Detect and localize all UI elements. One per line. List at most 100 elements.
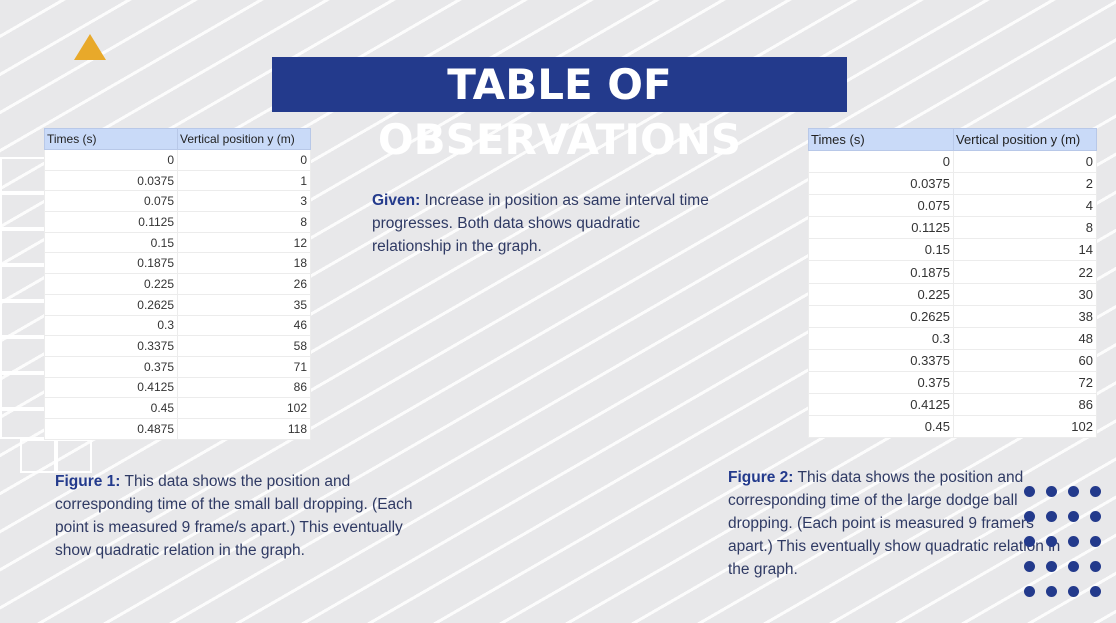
table-row: 0.45 102 [44, 397, 311, 419]
table-row: 0.4125 86 [808, 393, 1097, 417]
dot [1024, 536, 1035, 547]
table-row: 0.3 46 [44, 314, 311, 337]
time-cell: 0.4875 [44, 417, 178, 440]
column-header: Times (s) [808, 128, 954, 151]
column-header: Vertical position y (m) [177, 128, 311, 150]
dot [1068, 536, 1079, 547]
time-cell: 0.375 [44, 355, 178, 378]
time-cell: 0.15 [44, 231, 178, 254]
time-cell: 0.3 [808, 326, 954, 350]
time-cell: 0.1125 [808, 216, 954, 240]
time-cell: 0.0375 [44, 169, 178, 192]
dot [1090, 511, 1101, 522]
dot [1024, 486, 1035, 497]
position-cell: 8 [177, 211, 311, 233]
position-cell: 14 [953, 238, 1097, 262]
dot-grid-decoration [1024, 486, 1108, 606]
table-row: 0.4125 86 [44, 376, 311, 399]
dot [1046, 561, 1057, 572]
time-cell: 0 [808, 149, 954, 174]
table-row: 0.3375 58 [44, 335, 311, 357]
table-row: 0.075 4 [808, 194, 1097, 218]
time-cell: 0 [44, 149, 178, 171]
given-text: Given: Increase in position as same inte… [372, 189, 717, 258]
position-cell: 38 [953, 304, 1097, 328]
dot [1046, 511, 1057, 522]
time-cell: 0.45 [44, 397, 178, 419]
time-cell: 0.2625 [44, 293, 178, 316]
position-cell: 86 [177, 376, 311, 399]
table-row: 0.375 72 [808, 370, 1097, 395]
time-cell: 0.3375 [808, 348, 954, 372]
dot [1024, 586, 1035, 597]
table-row: 0.1875 18 [44, 252, 311, 275]
page-title: TABLE OF OBSERVATIONS [272, 57, 847, 164]
table-row: 0.4875 118 [44, 417, 311, 440]
position-cell: 22 [953, 260, 1097, 284]
table-row: 0.0375 1 [44, 169, 311, 192]
table-row: 0.45 102 [808, 415, 1097, 439]
table-row: 0.2625 35 [44, 293, 311, 316]
table-row: 0.15 14 [808, 238, 1097, 262]
position-cell: 118 [177, 417, 311, 440]
dot [1046, 486, 1057, 497]
position-cell: 35 [177, 293, 311, 316]
table-row: 0.075 3 [44, 190, 311, 213]
position-cell: 71 [177, 355, 311, 378]
column-header: Vertical position y (m) [953, 128, 1097, 151]
column-header: Times (s) [44, 128, 178, 150]
figure-2-caption: Figure 2: This data shows the position a… [728, 466, 1073, 581]
table-row: 0.0375 2 [808, 172, 1097, 196]
position-cell: 46 [177, 314, 311, 337]
dot [1068, 586, 1079, 597]
time-cell: 0.3 [44, 314, 178, 337]
time-cell: 0.15 [808, 238, 954, 262]
dot [1046, 586, 1057, 597]
observation-table-1: Times (s) Vertical position y (m) 0 0 0.037… [44, 128, 311, 440]
position-cell: 0 [953, 149, 1097, 174]
time-cell: 0.2625 [808, 304, 954, 328]
table-row: 0.3 48 [808, 326, 1097, 350]
time-cell: 0.225 [44, 273, 178, 295]
triangle-decoration [74, 34, 106, 60]
position-cell: 86 [953, 393, 1097, 417]
position-cell: 72 [953, 370, 1097, 395]
time-cell: 0.1875 [44, 252, 178, 275]
dot [1068, 511, 1079, 522]
observation-table-2: Times (s) Vertical position y (m) 0 0 0.037… [808, 128, 1097, 439]
given-body: Increase in position as same interval ti… [372, 192, 709, 255]
dot [1090, 561, 1101, 572]
position-cell: 18 [177, 252, 311, 275]
figure-2-label: Figure 2: [728, 469, 794, 486]
position-cell: 4 [953, 194, 1097, 218]
table-row: 0.15 12 [44, 231, 311, 254]
position-cell: 3 [177, 190, 311, 213]
table-row: 0.225 30 [808, 282, 1097, 306]
time-cell: 0.0375 [808, 172, 954, 196]
table-row: 0.1875 22 [808, 260, 1097, 284]
table-row: 0.1125 8 [808, 216, 1097, 240]
dot [1090, 536, 1101, 547]
dot [1068, 561, 1079, 572]
time-cell: 0.1125 [44, 211, 178, 233]
time-cell: 0.225 [808, 282, 954, 306]
position-cell: 26 [177, 273, 311, 295]
dot [1090, 486, 1101, 497]
time-cell: 0.4125 [44, 376, 178, 399]
time-cell: 0.45 [808, 415, 954, 439]
time-cell: 0.1875 [808, 260, 954, 284]
table-row: 0.1125 8 [44, 211, 311, 233]
position-cell: 102 [953, 415, 1097, 439]
table-row: 0.2625 38 [808, 304, 1097, 328]
position-cell: 0 [177, 149, 311, 171]
dot [1046, 536, 1057, 547]
time-cell: 0.075 [44, 190, 178, 213]
dot [1090, 586, 1101, 597]
dot [1024, 561, 1035, 572]
position-cell: 2 [953, 172, 1097, 196]
position-cell: 12 [177, 231, 311, 254]
time-cell: 0.075 [808, 194, 954, 218]
time-cell: 0.4125 [808, 393, 954, 417]
